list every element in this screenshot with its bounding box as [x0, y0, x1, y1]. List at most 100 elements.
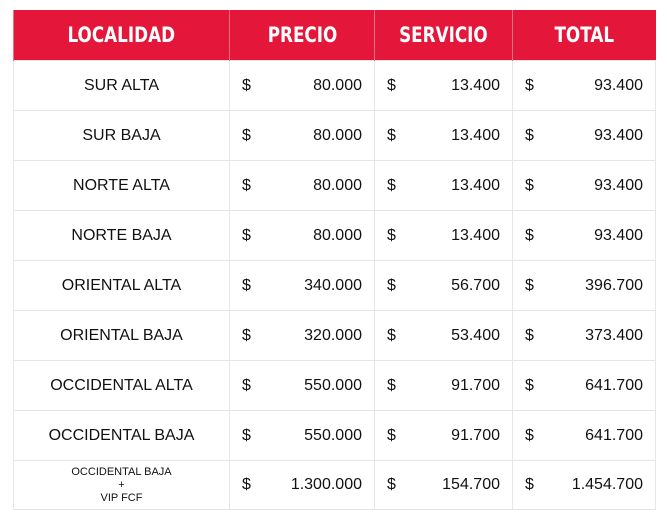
currency-symbol: $: [242, 426, 251, 444]
total-cell: $641.700: [512, 410, 656, 461]
precio-cell: $80.000: [229, 110, 375, 161]
currency-symbol: $: [242, 176, 251, 194]
precio-cell: $550.000: [229, 410, 375, 461]
servicio-cell: $91.700: [374, 360, 513, 411]
header-total: TOTAL: [512, 10, 656, 61]
servicio-value: 13.400: [451, 226, 500, 244]
precio-value: 80.000: [313, 226, 362, 244]
localidad-cell: NORTE ALTA: [13, 160, 230, 211]
total-value: 396.700: [585, 276, 643, 294]
table-row: OCCIDENTAL BAJA $550.000 $91.700 $641.700: [13, 410, 656, 461]
total-cell: $641.700: [512, 360, 656, 411]
currency-symbol: $: [242, 376, 251, 394]
precio-value: 320.000: [304, 326, 362, 344]
table-row: OCCIDENTAL ALTA $550.000 $91.700 $641.700: [13, 360, 656, 411]
precio-cell: $1.300.000: [229, 460, 375, 510]
total-value: 373.400: [585, 326, 643, 344]
currency-symbol: $: [525, 176, 534, 194]
total-cell: $396.700: [512, 260, 656, 311]
servicio-value: 13.400: [451, 176, 500, 194]
precio-value: 550.000: [304, 376, 362, 394]
precio-cell: $550.000: [229, 360, 375, 411]
currency-symbol: $: [525, 426, 534, 444]
servicio-value: 13.400: [451, 76, 500, 94]
servicio-value: 91.700: [451, 426, 500, 444]
servicio-value: 53.400: [451, 326, 500, 344]
localidad-cell: SUR BAJA: [13, 110, 230, 161]
total-cell: $93.400: [512, 60, 656, 111]
servicio-cell: $13.400: [374, 60, 513, 111]
total-cell: $373.400: [512, 310, 656, 361]
servicio-cell: $91.700: [374, 410, 513, 461]
table-row: ORIENTAL ALTA $340.000 $56.700 $396.700: [13, 260, 656, 311]
localidad-cell: SUR ALTA: [13, 60, 230, 111]
currency-symbol: $: [525, 126, 534, 144]
currency-symbol: $: [387, 326, 396, 344]
servicio-value: 13.400: [451, 126, 500, 144]
header-localidad: LOCALIDAD: [13, 10, 230, 61]
currency-symbol: $: [525, 326, 534, 344]
localidad-cell: OCCIDENTAL BAJA + VIP FCF: [13, 460, 230, 510]
localidad-cell: ORIENTAL ALTA: [13, 260, 230, 311]
total-value: 641.700: [585, 426, 643, 444]
precio-cell: $80.000: [229, 210, 375, 261]
precio-value: 550.000: [304, 426, 362, 444]
precio-value: 80.000: [313, 126, 362, 144]
precio-value: 1.300.000: [290, 476, 362, 493]
currency-symbol: $: [242, 76, 251, 94]
currency-symbol: $: [525, 476, 534, 493]
total-value: 93.400: [594, 226, 643, 244]
total-cell: $93.400: [512, 110, 656, 161]
total-value: 93.400: [594, 176, 643, 194]
localidad-line: OCCIDENTAL BAJA: [71, 465, 172, 478]
currency-symbol: $: [387, 376, 396, 394]
total-cell: $1.454.700: [512, 460, 656, 510]
total-value: 93.400: [594, 76, 643, 94]
table-row: SUR BAJA $80.000 $13.400 $93.400: [13, 110, 656, 161]
servicio-cell: $53.400: [374, 310, 513, 361]
localidad-cell: OCCIDENTAL ALTA: [13, 360, 230, 411]
precio-cell: $80.000: [229, 60, 375, 111]
currency-symbol: $: [387, 426, 396, 444]
localidad-cell: OCCIDENTAL BAJA: [13, 410, 230, 461]
currency-symbol: $: [525, 376, 534, 394]
table-row: NORTE BAJA $80.000 $13.400 $93.400: [13, 210, 656, 261]
servicio-cell: $13.400: [374, 210, 513, 261]
table-row: NORTE ALTA $80.000 $13.400 $93.400: [13, 160, 656, 211]
localidad-line: VIP FCF: [100, 491, 143, 504]
table-header: LOCALIDAD PRECIO SERVICIO TOTAL: [13, 10, 656, 61]
precio-value: 80.000: [313, 76, 362, 94]
precio-cell: $340.000: [229, 260, 375, 311]
servicio-cell: $56.700: [374, 260, 513, 311]
total-cell: $93.400: [512, 160, 656, 211]
currency-symbol: $: [242, 476, 251, 493]
localidad-cell: NORTE BAJA: [13, 210, 230, 261]
servicio-cell: $13.400: [374, 160, 513, 211]
currency-symbol: $: [242, 276, 251, 294]
servicio-cell: $13.400: [374, 110, 513, 161]
servicio-value: 91.700: [451, 376, 500, 394]
header-precio: PRECIO: [229, 10, 375, 61]
localidad-line: +: [118, 478, 125, 491]
total-cell: $93.400: [512, 210, 656, 261]
total-value: 1.454.700: [571, 476, 643, 493]
servicio-value: 154.700: [442, 476, 500, 493]
currency-symbol: $: [525, 226, 534, 244]
precio-value: 80.000: [313, 176, 362, 194]
servicio-value: 56.700: [451, 276, 500, 294]
currency-symbol: $: [525, 76, 534, 94]
currency-symbol: $: [387, 76, 396, 94]
currency-symbol: $: [387, 276, 396, 294]
currency-symbol: $: [387, 476, 396, 493]
precio-cell: $320.000: [229, 310, 375, 361]
currency-symbol: $: [242, 126, 251, 144]
price-table: LOCALIDAD PRECIO SERVICIO TOTAL SUR ALTA…: [13, 10, 656, 510]
currency-symbol: $: [387, 226, 396, 244]
table-row: ORIENTAL BAJA $320.000 $53.400 $373.400: [13, 310, 656, 361]
currency-symbol: $: [242, 226, 251, 244]
servicio-cell: $154.700: [374, 460, 513, 510]
table-row: OCCIDENTAL BAJA + VIP FCF $1.300.000 $154.70…: [13, 460, 656, 510]
table-row: SUR ALTA $80.000 $13.400 $93.400: [13, 60, 656, 111]
total-value: 93.400: [594, 126, 643, 144]
currency-symbol: $: [525, 276, 534, 294]
